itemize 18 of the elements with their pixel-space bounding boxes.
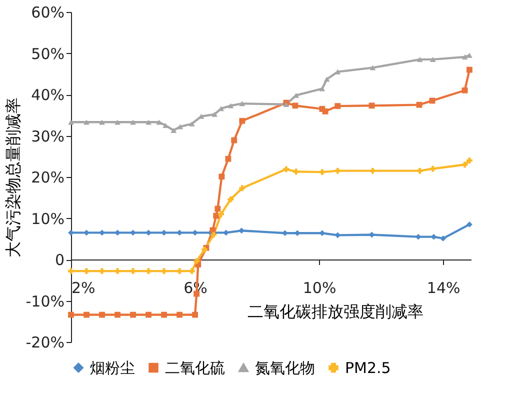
x-tick-label: 14% [426, 279, 460, 297]
y-tick-label: 50% [31, 44, 64, 63]
y-axis-title: 大气污染物总量削减率 [4, 98, 23, 258]
x-tick-label: 10% [302, 279, 336, 297]
y-tick-label: 20% [31, 168, 64, 186]
legend-label: PM2.5 [345, 358, 391, 377]
x-axis-title: 二氧化碳排放强度削减率 [248, 302, 424, 321]
y-tick-label: 40% [31, 86, 64, 104]
legend-label: 烟粉尘 [90, 358, 135, 377]
legend-label: 二氧化硫 [165, 358, 225, 377]
y-tick-label: 30% [31, 127, 64, 146]
y-tick-label: -10% [26, 292, 64, 310]
y-tick-label: -20% [26, 334, 64, 352]
y-tick-label: 60% [31, 4, 64, 22]
y-tick-label: 10% [31, 210, 64, 228]
x-tick-label: 2% [72, 279, 96, 297]
legend-label: 氮氧化物 [255, 358, 315, 377]
y-tick-label: 0 [54, 251, 64, 269]
